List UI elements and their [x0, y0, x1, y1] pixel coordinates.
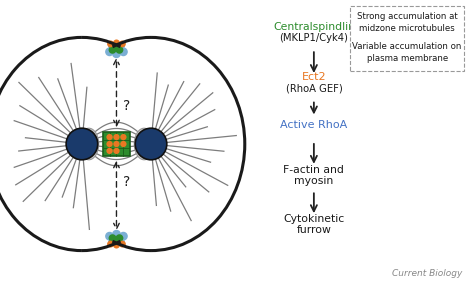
- Circle shape: [113, 39, 120, 46]
- Circle shape: [119, 40, 126, 47]
- Circle shape: [120, 134, 127, 140]
- Text: Ect2: Ect2: [301, 72, 326, 82]
- Circle shape: [106, 141, 113, 147]
- Circle shape: [116, 41, 125, 50]
- Text: Current Biology: Current Biology: [392, 269, 462, 278]
- Text: ?: ?: [123, 99, 130, 113]
- Circle shape: [116, 46, 123, 54]
- Circle shape: [107, 241, 114, 248]
- Circle shape: [119, 241, 126, 248]
- Circle shape: [119, 232, 128, 241]
- Text: F-actin and: F-actin and: [283, 165, 344, 175]
- FancyBboxPatch shape: [350, 6, 464, 71]
- Circle shape: [108, 238, 117, 247]
- Circle shape: [109, 46, 117, 54]
- Circle shape: [108, 41, 117, 50]
- Circle shape: [105, 47, 114, 56]
- Circle shape: [112, 43, 120, 51]
- Circle shape: [113, 148, 119, 154]
- Ellipse shape: [134, 128, 154, 160]
- Text: Strong accumulation at
midzone microtubules: Strong accumulation at midzone microtubu…: [357, 12, 457, 33]
- Circle shape: [116, 234, 123, 242]
- Circle shape: [112, 49, 121, 58]
- Circle shape: [135, 128, 167, 160]
- Circle shape: [112, 230, 121, 239]
- Circle shape: [106, 148, 113, 154]
- Circle shape: [113, 134, 119, 140]
- Ellipse shape: [57, 37, 245, 251]
- Circle shape: [119, 47, 128, 56]
- Text: (MKLP1/Cyk4): (MKLP1/Cyk4): [280, 33, 348, 43]
- Text: myosin: myosin: [294, 175, 334, 185]
- FancyBboxPatch shape: [103, 132, 130, 156]
- Text: (RhoA GEF): (RhoA GEF): [285, 84, 342, 94]
- Circle shape: [120, 141, 127, 147]
- Circle shape: [113, 242, 120, 249]
- Ellipse shape: [0, 37, 176, 251]
- Text: Centralspindlin: Centralspindlin: [273, 22, 355, 32]
- Text: furrow: furrow: [296, 225, 331, 235]
- Text: ?: ?: [123, 175, 130, 189]
- Text: Variable accumulation on
plasma membrane: Variable accumulation on plasma membrane: [353, 42, 462, 63]
- Text: Active RhoA: Active RhoA: [280, 120, 347, 130]
- Circle shape: [106, 134, 113, 140]
- Ellipse shape: [79, 128, 99, 160]
- Circle shape: [105, 232, 114, 241]
- Circle shape: [109, 234, 117, 242]
- Circle shape: [116, 238, 125, 247]
- Circle shape: [66, 128, 98, 160]
- Circle shape: [112, 237, 120, 245]
- Circle shape: [113, 141, 119, 147]
- Text: Cytokinetic: Cytokinetic: [283, 214, 345, 224]
- Circle shape: [107, 40, 114, 47]
